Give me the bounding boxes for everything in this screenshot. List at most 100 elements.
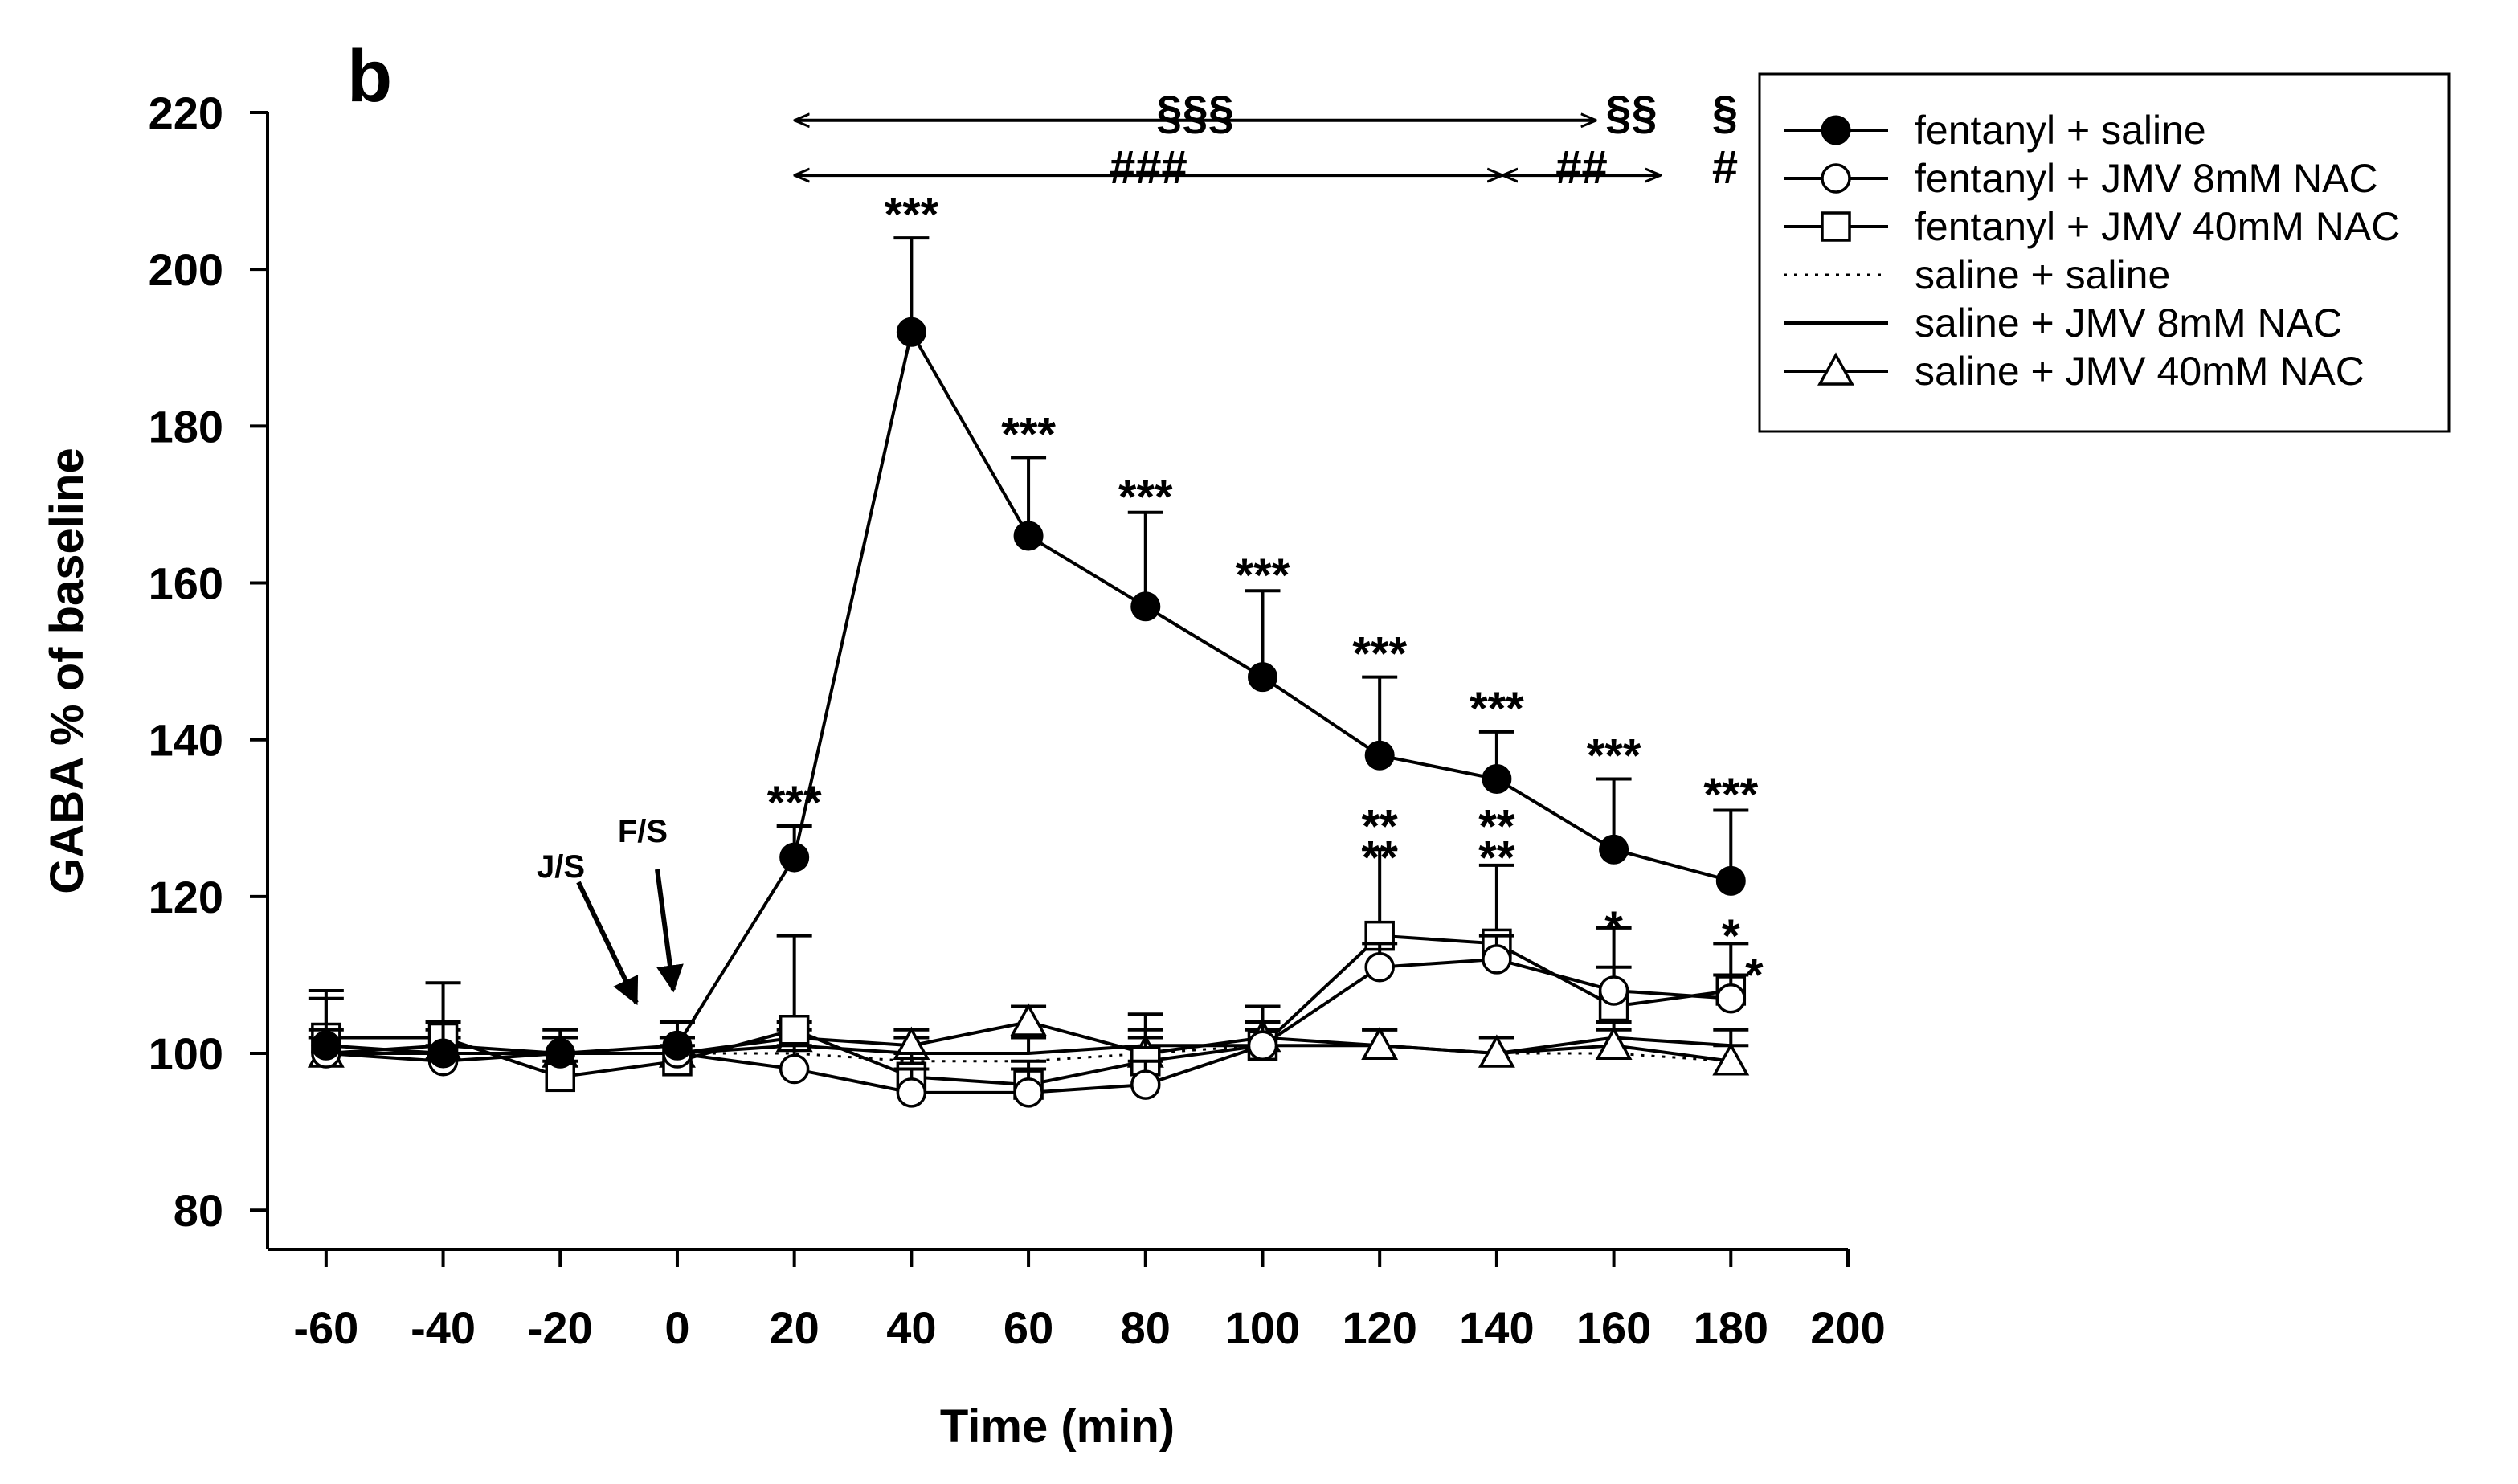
data-point [1712,1042,1750,1076]
data-point [1482,763,1512,794]
series-2 [308,848,1749,1100]
data-point [896,317,926,347]
x-tick-label: 60 [1004,1302,1053,1353]
event-label: F/S [618,814,668,849]
data-point [1715,983,1747,1014]
x-tick-label: 200 [1810,1302,1885,1353]
significance-label: § [1712,87,1738,139]
significance-asterisk: ** [1362,800,1399,852]
x-tick-label: 40 [886,1302,936,1353]
significance-asterisk: *** [1470,683,1524,735]
significance-asterisk: ** [1478,832,1515,884]
y-tick-label: 200 [149,244,223,295]
x-tick-label: 80 [1121,1302,1171,1353]
y-tick-label: 220 [149,88,223,138]
x-tick-label: 160 [1576,1302,1651,1353]
y-tick-label: 80 [174,1185,223,1236]
data-point [1364,951,1395,983]
legend-label: fentanyl + JMV 8mM NAC [1915,156,2378,201]
data-point [779,1015,810,1045]
legend-entry: saline + JMV 40mM NAC [1784,349,2365,394]
y-tick-label: 120 [149,872,223,922]
legend-entry: fentanyl + saline [1784,108,2206,153]
data-point [1595,1026,1633,1061]
significance-asterisk: *** [1118,471,1173,523]
y-tick-label: 140 [149,715,223,766]
data-point [1364,740,1395,771]
significance-asterisk: *** [1236,550,1290,602]
y-tick-label: 100 [149,1028,223,1079]
event-arrow [655,869,684,993]
data-point [1599,834,1629,865]
significance-asterisk: *** [1703,769,1758,821]
data-point [545,1061,576,1093]
x-tick-label: -20 [528,1302,593,1353]
data-point [428,1038,459,1069]
data-point [896,1077,927,1108]
event-label: J/S [537,849,585,885]
legend-swatch-marker [1821,211,1851,242]
x-tick-label: 120 [1342,1302,1416,1353]
y-tick-label: 180 [149,401,223,452]
legend-swatch-marker [1821,115,1851,145]
legend-label: fentanyl + saline [1915,108,2206,153]
significance-label: §§§ [1156,87,1234,139]
significance-asterisk: ** [1362,832,1399,884]
significance-asterisk: ** [1478,800,1515,852]
significance-asterisk: * [1722,910,1740,963]
significance-label: # [1712,141,1738,194]
y-tick-label: 160 [149,558,223,609]
legend-swatch-marker [1817,352,1854,386]
event-arrow [576,881,639,1006]
x-axis-label: Time (min) [940,1400,1175,1453]
significance-asterisk: * [1604,902,1623,955]
significance-label: §§ [1605,87,1658,139]
significance-asterisk: *** [1001,408,1056,460]
data-point [1130,591,1161,622]
data-point [1598,975,1629,1006]
data-point [1715,865,1746,896]
significance-asterisk: * [1745,950,1764,1002]
significance-label: ## [1555,141,1608,194]
significance-asterisk: *** [885,189,939,241]
data-point [311,1030,341,1061]
x-tick-label: -60 [293,1302,358,1353]
legend-swatch-marker [1821,163,1851,194]
axes: 80 100 120 140 160 180 200 220 -60 -40 -20 0 20 40 60 8… [149,88,1886,1353]
legend-entry: fentanyl + JMV 40mM NAC [1784,204,2400,249]
data-point [1247,662,1277,693]
data-point [1013,521,1044,551]
x-tick-label: 100 [1225,1302,1300,1353]
data-point [1013,1077,1044,1108]
x-tick-label: 140 [1459,1302,1534,1353]
significance-label: ### [1110,141,1187,194]
data-point [1478,1034,1515,1068]
significance-asterisk: *** [767,777,822,829]
data-point [1361,1026,1399,1061]
data-point [1010,1003,1048,1036]
x-tick-label: 0 [664,1302,689,1353]
data-point [662,1030,693,1061]
significance-asterisk: *** [1352,628,1407,681]
legend-entry: fentanyl + JMV 8mM NAC [1784,156,2378,201]
series-layer [307,236,1750,1108]
legend-label: saline + JMV 40mM NAC [1915,349,2365,394]
x-tick-label: 20 [770,1302,820,1353]
y-axis-label: GABA % of baseline [41,448,93,893]
annotation-layer: ************************************ **J/… [537,87,1764,1006]
data-point [1130,1069,1161,1100]
data-point [1247,1030,1278,1061]
legend-label: saline + saline [1915,252,2170,297]
x-tick-label: 180 [1694,1302,1768,1353]
x-tick-label: -40 [411,1302,476,1353]
significance-asterisk: *** [1587,730,1641,782]
panel-label: b [347,35,392,117]
legend-entry: saline + saline [1784,252,2170,297]
data-point [545,1038,575,1069]
legend-label: saline + JMV 8mM NAC [1915,300,2342,345]
legend-label: fentanyl + JMV 40mM NAC [1915,204,2400,249]
